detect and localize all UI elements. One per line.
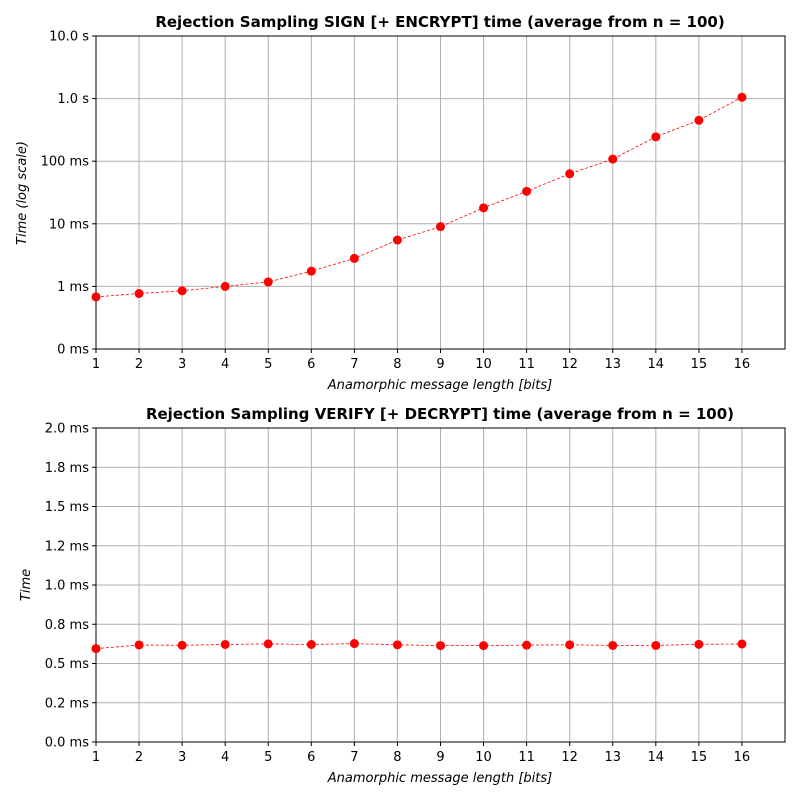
x-tick-label: 2 <box>135 750 143 765</box>
data-point <box>522 640 532 650</box>
data-point <box>134 289 144 299</box>
data-point <box>306 266 316 276</box>
y-axis-label: Time (log scale) <box>15 141 30 245</box>
data-point <box>91 644 101 654</box>
y-tick-label: 10 ms <box>49 217 89 232</box>
x-tick-label: 6 <box>307 357 315 372</box>
data-point <box>651 640 661 650</box>
x-tick-label: 16 <box>734 750 751 765</box>
y-tick-label: 1 ms <box>57 280 89 295</box>
data-point <box>220 640 230 650</box>
x-tick-label: 12 <box>561 357 578 372</box>
grid-lines <box>95 35 785 350</box>
x-tick-label: 9 <box>436 357 444 372</box>
y-tick-label: 1.8 ms <box>45 461 89 476</box>
data-point <box>608 154 618 164</box>
x-tick-label: 15 <box>691 357 708 372</box>
x-tick-label: 13 <box>604 750 621 765</box>
y-tick-label: 0.5 ms <box>45 657 89 672</box>
data-point <box>177 640 187 650</box>
y-tick-label: 0.8 ms <box>45 618 89 633</box>
data-point <box>479 203 489 213</box>
x-tick-label: 15 <box>691 750 708 765</box>
y-tick-label: 0.0 ms <box>45 736 89 751</box>
chart-title: Rejection Sampling SIGN [+ ENCRYPT] time… <box>155 13 724 31</box>
x-tick-label: 1 <box>92 357 100 372</box>
x-axis-label: Anamorphic message length [bits] <box>327 771 552 786</box>
y-tick-label: 1.2 ms <box>45 539 89 554</box>
plot-frame <box>95 427 786 743</box>
data-point <box>306 640 316 650</box>
data-point <box>522 186 532 196</box>
data-point <box>349 639 359 649</box>
x-tick-label: 11 <box>518 750 535 765</box>
x-tick-label: 14 <box>648 357 665 372</box>
y-tick-label: 10.0 s <box>49 30 89 45</box>
data-point <box>436 222 445 232</box>
x-tick-label: 10 <box>475 750 492 765</box>
x-tick-label: 11 <box>518 357 535 372</box>
data-point <box>565 640 575 650</box>
data-point <box>651 132 661 142</box>
x-tick-label: 6 <box>307 750 315 765</box>
x-tick-label: 13 <box>604 357 621 372</box>
x-tick-label: 7 <box>350 750 358 765</box>
y-tick-label: 1.5 ms <box>45 500 89 515</box>
x-tick-label: 9 <box>436 750 444 765</box>
ticks: 1 2 3 4 5 6 7 8 9 10 11 12 13 14 15 160.0 ms0.2 ms0.5 m… <box>45 422 750 766</box>
data-point <box>694 115 704 125</box>
x-tick-label: 14 <box>648 750 665 765</box>
series-line <box>95 96 743 298</box>
x-tick-label: 8 <box>393 750 401 765</box>
data-point <box>263 639 273 649</box>
x-tick-label: 7 <box>350 357 358 372</box>
data-point <box>737 92 747 102</box>
series-line <box>95 643 742 649</box>
data-point <box>349 253 359 263</box>
x-tick-label: 5 <box>264 357 272 372</box>
data-point <box>177 286 187 296</box>
x-tick-label: 10 <box>475 357 492 372</box>
x-tick-label: 5 <box>264 750 272 765</box>
chart-title: Rejection Sampling VERIFY [+ DECRYPT] ti… <box>146 405 734 423</box>
data-point <box>436 641 445 651</box>
data-point <box>694 639 704 649</box>
x-tick-label: 3 <box>178 750 186 765</box>
data-point <box>608 640 618 650</box>
x-tick-label: 2 <box>135 357 143 372</box>
x-tick-label: 4 <box>221 750 229 765</box>
y-tick-label: 1.0 s <box>57 92 89 107</box>
data-point <box>134 640 144 650</box>
data-point <box>263 277 273 287</box>
y-tick-label: 0.2 ms <box>45 696 89 711</box>
data-point <box>737 639 747 649</box>
x-axis-label: Anamorphic message length [bits] <box>327 378 552 393</box>
x-tick-label: 8 <box>393 357 401 372</box>
x-tick-label: 12 <box>561 750 578 765</box>
y-tick-label: 2.0 ms <box>45 422 89 437</box>
x-tick-label: 4 <box>221 357 229 372</box>
data-point <box>392 235 402 245</box>
data-point <box>565 169 575 179</box>
chart-sign-encrypt: Rejection Sampling SIGN [+ ENCRYPT] time… <box>15 13 786 393</box>
x-tick-label: 1 <box>92 750 100 765</box>
x-tick-label: 3 <box>178 357 186 372</box>
data-point <box>91 292 101 302</box>
x-tick-label: 16 <box>734 357 751 372</box>
plot-frame <box>95 35 786 350</box>
y-tick-label: 100 ms <box>41 155 90 170</box>
y-tick-label: 0 ms <box>57 343 89 358</box>
data-point <box>479 641 489 651</box>
grid-lines <box>95 427 785 743</box>
data-point <box>392 640 402 650</box>
y-tick-label: 1.0 ms <box>45 579 89 594</box>
chart-verify-decrypt: Rejection Sampling VERIFY [+ DECRYPT] ti… <box>19 405 786 786</box>
data-point <box>220 281 230 291</box>
y-axis-label: Time <box>19 569 34 601</box>
